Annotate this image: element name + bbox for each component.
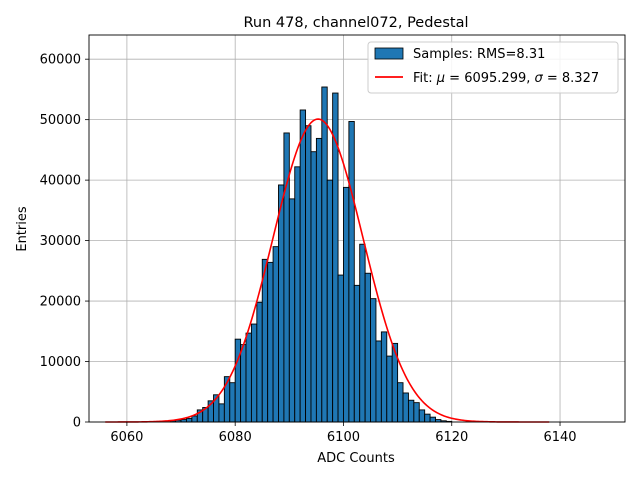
y-axis-label: Entries [15, 206, 30, 252]
legend-fit-sigma-value: = 8.327 [543, 71, 599, 86]
histogram-bar [370, 298, 377, 423]
histogram-bar [299, 109, 307, 423]
histogram-bar [186, 417, 193, 423]
histogram-bar [429, 416, 436, 423]
histogram-bar [413, 402, 420, 423]
legend-fit-label: Fit: μ = 6095.299, σ = 8.327 [413, 71, 599, 86]
legend-fit-prefix: Fit: [413, 71, 437, 86]
histogram-bar [364, 272, 371, 423]
histogram-bar [245, 332, 252, 423]
histogram-bar [191, 415, 198, 423]
histogram-bar [305, 125, 312, 423]
histogram-bars [169, 86, 453, 423]
gaussian-fit-curve [105, 118, 550, 423]
legend-box [367, 41, 619, 94]
histogram-bar [278, 184, 285, 423]
histogram-bar [218, 403, 225, 423]
histogram-bar [343, 186, 350, 423]
y-tick-label: 50000 [40, 113, 81, 128]
chart-title: Run 478, channel072, Pedestal [243, 15, 468, 31]
x-tick-label: 6060 [110, 430, 143, 445]
legend-fit-mu-symbol: μ [436, 71, 445, 86]
histogram-bar [359, 243, 366, 423]
y-tick-label: 60000 [40, 53, 81, 68]
legend-samples-swatch [374, 47, 404, 60]
histogram-bar [272, 246, 279, 423]
histogram-bar [337, 274, 344, 423]
histogram-bar [240, 344, 247, 423]
histogram-bar [321, 86, 328, 423]
histogram-bar [267, 261, 274, 423]
histogram-bar [326, 179, 334, 423]
histogram-bar [261, 258, 269, 423]
histogram-bar [407, 399, 415, 423]
legend: Samples: RMS=8.31 Fit: μ = 6095.299, σ =… [367, 41, 619, 94]
x-axis-ticks: 6060 6080 6100 6120 6140 [110, 422, 577, 445]
histogram-bar [402, 392, 409, 423]
histogram-bar [348, 121, 355, 423]
histogram-bar [234, 338, 242, 423]
y-axis-ticks: 0 10000 20000 30000 40000 50000 60000 [40, 53, 89, 431]
histogram-bar [256, 301, 263, 423]
x-tick-label: 6120 [435, 430, 468, 445]
x-tick-label: 6080 [219, 430, 252, 445]
legend-fit-mu-value: = 6095.299, [445, 71, 534, 86]
x-axis-label: ADC Counts [317, 451, 395, 466]
legend-fit-sigma-symbol: σ [535, 71, 544, 86]
histogram-bar [229, 382, 236, 423]
histogram-bar [315, 137, 323, 423]
histogram-bar [353, 284, 361, 423]
histogram-bar [424, 413, 431, 423]
plot-frame [88, 34, 626, 423]
histogram-bar [380, 331, 388, 423]
y-tick-label: 0 [73, 416, 81, 431]
legend-samples-label: Samples: RMS=8.31 [413, 47, 545, 62]
y-tick-label: 40000 [40, 174, 81, 189]
histogram-bar [418, 409, 426, 423]
y-tick-label: 20000 [40, 295, 81, 310]
y-tick-label: 10000 [40, 355, 81, 370]
histogram-bar [250, 323, 258, 423]
histogram-bar [288, 198, 296, 423]
x-tick-label: 6140 [543, 430, 576, 445]
histogram-bar [294, 166, 301, 423]
x-tick-label: 6100 [327, 430, 360, 445]
y-tick-label: 30000 [40, 234, 81, 249]
histogram-bar [397, 382, 404, 423]
histogram-bar [310, 151, 317, 423]
histogram-bar [386, 355, 393, 423]
histogram-bar [375, 340, 382, 423]
